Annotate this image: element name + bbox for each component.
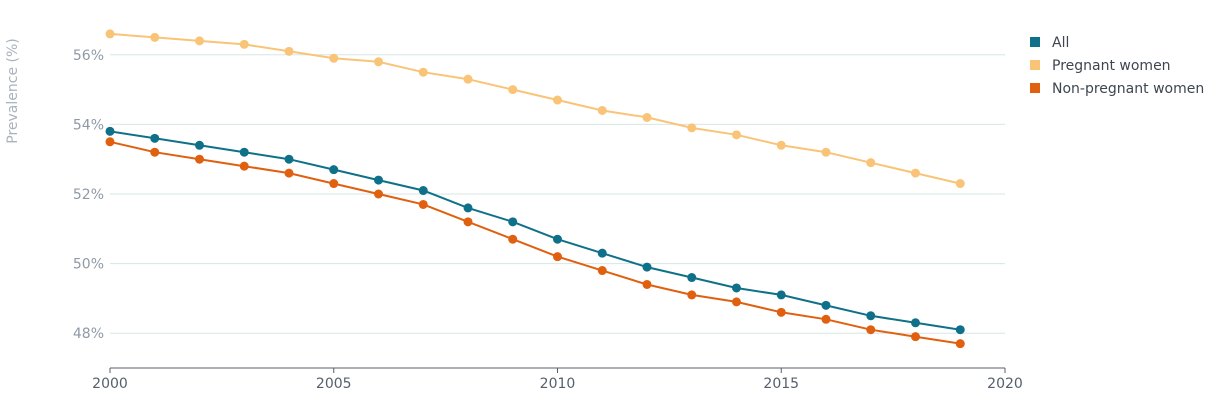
y-tick-label: 54% <box>73 117 104 133</box>
x-tick-label: 2020 <box>987 376 1023 392</box>
data-point[interactable] <box>553 95 562 105</box>
data-point[interactable] <box>911 332 920 342</box>
data-point[interactable] <box>553 234 562 244</box>
series-line <box>109 32 961 185</box>
data-point[interactable] <box>105 126 115 136</box>
legend-swatch <box>1030 60 1040 70</box>
data-point[interactable] <box>597 105 607 115</box>
data-point[interactable] <box>195 154 204 164</box>
x-tick-label: 2005 <box>316 376 352 392</box>
legend-label: Pregnant women <box>1052 58 1171 74</box>
data-point[interactable] <box>418 67 428 77</box>
data-point[interactable] <box>821 314 831 324</box>
data-point[interactable] <box>776 307 786 317</box>
data-point[interactable] <box>463 203 473 213</box>
data-point[interactable] <box>911 168 920 178</box>
data-point[interactable] <box>553 252 562 262</box>
data-point[interactable] <box>732 283 741 293</box>
data-point[interactable] <box>866 311 876 321</box>
data-point[interactable] <box>955 325 965 335</box>
data-point[interactable] <box>866 325 876 335</box>
legend-swatch <box>1030 37 1040 47</box>
data-point[interactable] <box>418 186 428 196</box>
x-tick-label: 2015 <box>763 376 799 392</box>
data-point[interactable] <box>911 318 920 328</box>
data-point[interactable] <box>105 137 115 147</box>
data-point[interactable] <box>955 339 965 349</box>
data-point[interactable] <box>597 266 607 276</box>
data-point[interactable] <box>284 154 294 164</box>
data-point[interactable] <box>150 133 160 143</box>
x-tick-label: 2010 <box>540 376 576 392</box>
series-all <box>105 126 965 335</box>
y-tick-label: 50% <box>73 257 104 273</box>
data-point[interactable] <box>508 85 518 95</box>
series-line <box>109 140 961 345</box>
data-point[interactable] <box>463 217 473 227</box>
data-point[interactable] <box>597 248 607 258</box>
data-point[interactable] <box>239 147 249 157</box>
data-point[interactable] <box>329 179 339 189</box>
data-point[interactable] <box>329 165 339 175</box>
legend-label: All <box>1052 35 1069 51</box>
y-axis-label: Prevalence (%) <box>5 38 21 144</box>
series-line <box>109 130 961 331</box>
legend-item[interactable]: Non-pregnant women <box>1030 81 1204 97</box>
data-point[interactable] <box>642 279 652 289</box>
y-tick-label: 48% <box>73 326 104 342</box>
data-point[interactable] <box>732 297 741 307</box>
data-point[interactable] <box>687 273 697 283</box>
data-point[interactable] <box>374 189 383 199</box>
legend-swatch <box>1030 83 1040 93</box>
data-point[interactable] <box>329 53 339 63</box>
data-point[interactable] <box>508 234 518 244</box>
y-tick-label: 52% <box>73 187 104 203</box>
data-point[interactable] <box>195 140 204 150</box>
series-non-pregnant-women <box>105 137 965 349</box>
x-tick-label: 2000 <box>92 376 128 392</box>
data-point[interactable] <box>866 158 876 168</box>
data-point[interactable] <box>239 39 249 49</box>
data-point[interactable] <box>687 290 697 300</box>
data-point[interactable] <box>195 36 204 46</box>
data-point[interactable] <box>687 123 697 133</box>
data-point[interactable] <box>732 130 741 140</box>
data-point[interactable] <box>463 74 473 84</box>
series-pregnant-women <box>105 29 965 189</box>
legend-label: Non-pregnant women <box>1052 81 1204 97</box>
data-point[interactable] <box>239 161 249 171</box>
data-point[interactable] <box>642 112 652 122</box>
data-point[interactable] <box>284 46 294 56</box>
legend-item[interactable]: Pregnant women <box>1030 58 1171 74</box>
legend-item[interactable]: All <box>1030 35 1069 51</box>
data-point[interactable] <box>150 147 160 157</box>
data-point[interactable] <box>776 290 786 300</box>
data-point[interactable] <box>284 168 294 178</box>
data-point[interactable] <box>642 262 652 272</box>
data-point[interactable] <box>821 300 831 310</box>
data-point[interactable] <box>374 57 383 67</box>
data-point[interactable] <box>105 29 115 39</box>
data-point[interactable] <box>150 32 160 42</box>
data-point[interactable] <box>418 199 428 209</box>
data-point[interactable] <box>508 217 518 227</box>
y-tick-label: 56% <box>73 48 104 64</box>
data-point[interactable] <box>374 175 383 185</box>
data-point[interactable] <box>821 147 831 157</box>
data-point[interactable] <box>955 179 965 189</box>
data-point[interactable] <box>776 140 786 150</box>
